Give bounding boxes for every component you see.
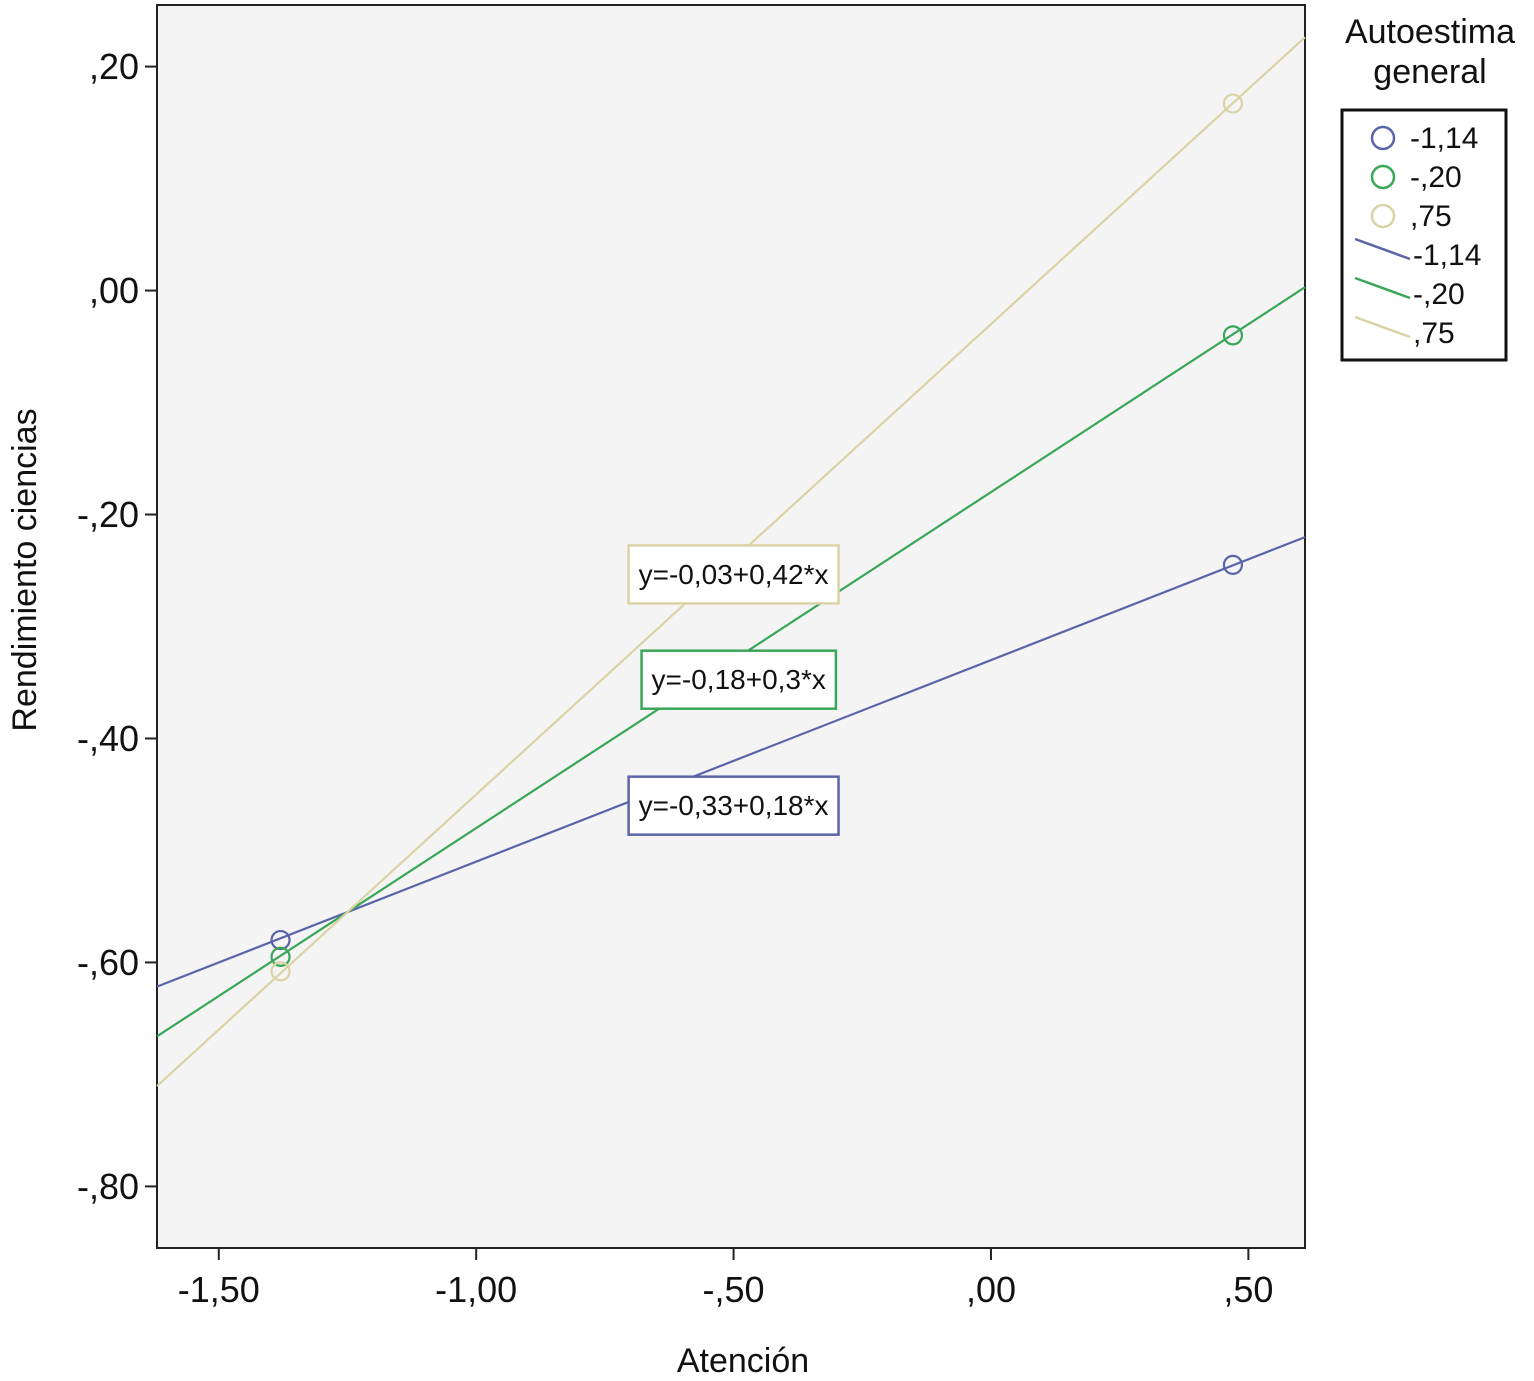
- equation-labels: y=-0,33+0,18*x y=-0,18+0,3*x y=-0,03+0,42*…: [627, 544, 840, 836]
- equation-box: [640, 649, 838, 710]
- legend-marker-label-1: -,20: [1410, 161, 1462, 194]
- equation-text: y=-0,33+0,18*x: [639, 790, 829, 821]
- legend-line-1: [1354, 276, 1411, 300]
- data-point: [1222, 325, 1244, 346]
- x-tick-label: -1,00: [435, 1269, 517, 1310]
- x-axis-title: Atención: [677, 1342, 809, 1380]
- y-tick-label: ,20: [89, 46, 139, 87]
- data-points: [270, 93, 1244, 982]
- equation-label-0: y=-0,33+0,18*x: [627, 775, 840, 836]
- equation-label-1: y=-0,18+0,3*x: [640, 649, 838, 710]
- equation-box: [627, 544, 840, 605]
- legend-marker-label-2: ,75: [1410, 200, 1452, 233]
- data-point: [270, 929, 291, 951]
- x-tick-label: ,50: [1223, 1269, 1273, 1310]
- equation-label-2: y=-0,03+0,42*x: [627, 544, 840, 605]
- legend-marker-0: [1370, 125, 1396, 151]
- equation-box: [627, 775, 840, 836]
- legend-marker-2: [1370, 203, 1396, 229]
- data-point: [1222, 554, 1244, 576]
- equation-text: y=-0,18+0,3*x: [652, 664, 826, 695]
- data-point: [1222, 93, 1244, 114]
- x-tick-label: ,00: [966, 1269, 1016, 1310]
- y-tick-label: -,40: [77, 718, 139, 759]
- legend-box: [1340, 108, 1508, 362]
- equation-text: y=-0,03+0,42*x: [639, 559, 829, 590]
- legend-items: -1,14 -,20 ,75 -1,14 -,20 ,75: [1354, 122, 1481, 350]
- y-axis-ticks: ,20 ,00 -,20 -,40 -,60 -,80: [77, 46, 157, 1207]
- x-tick-label: -1,50: [178, 1269, 260, 1310]
- data-point: [270, 961, 291, 982]
- y-tick-label: -,80: [77, 1166, 139, 1207]
- data-point: [270, 946, 291, 967]
- legend-line-label-0: -1,14: [1413, 239, 1481, 272]
- x-axis-ticks: -1,50 -1,00 -,50 ,00 ,50: [178, 1248, 1273, 1310]
- plot-area: [156, 4, 1306, 1249]
- legend-line-2: [1354, 315, 1411, 339]
- y-tick-label: ,00: [89, 270, 139, 311]
- y-axis-title: Rendimiento ciencias: [6, 408, 44, 731]
- x-tick-label: -,50: [703, 1269, 765, 1310]
- y-tick-label: -,20: [77, 494, 139, 535]
- legend-marker-label-0: -1,14: [1410, 122, 1478, 155]
- legend-title-line-2: general: [1373, 53, 1486, 91]
- legend-line-0: [1354, 237, 1411, 261]
- y-tick-label: -,60: [77, 942, 139, 983]
- legend-marker-1: [1370, 164, 1396, 190]
- legend-title-line-1: Autoestima: [1345, 13, 1515, 51]
- legend-line-label-1: -,20: [1413, 278, 1465, 311]
- legend: Autoestima general -1,14 -,20 ,75 -1,14 -,20…: [1340, 13, 1515, 362]
- legend-line-label-2: ,75: [1413, 317, 1455, 350]
